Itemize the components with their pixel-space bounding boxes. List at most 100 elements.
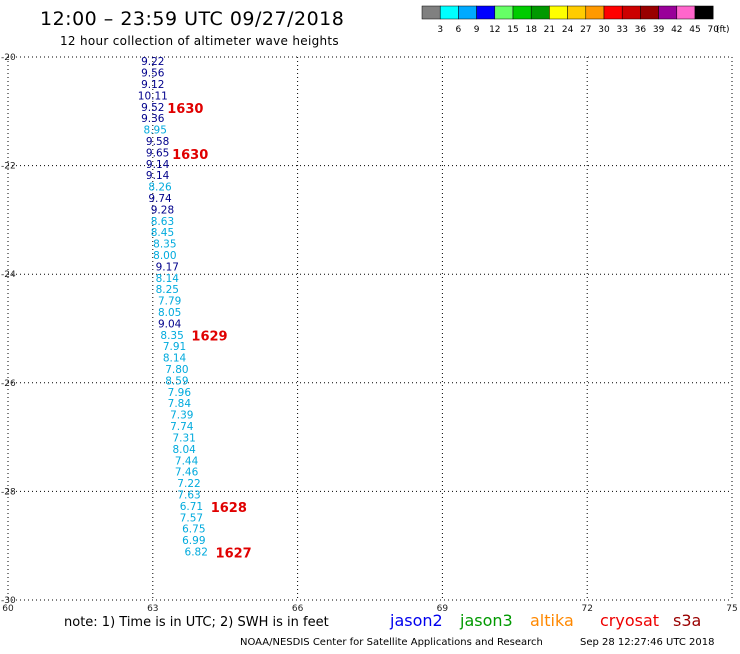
wave-height-point: 9.74 [148, 193, 172, 205]
wave-height-point: 9.04 [158, 318, 182, 330]
colorbar-swatch [658, 5, 678, 20]
wave-height-color-legend: 3 6 9 12 15 18 21 24 27 30 33 36 39 42 45 70 [421, 5, 719, 35]
wave-height-point: 6.71 [180, 501, 203, 513]
colorbar-swatch [421, 5, 441, 20]
colorbar-label: 15 [507, 25, 518, 35]
wave-height-point: 9.12 [141, 79, 164, 91]
colorbar-swatch [458, 5, 477, 20]
wave-height-point: 8.05 [158, 307, 181, 319]
colorbar-label: 36 [635, 25, 647, 35]
colorbar-label: 12 [489, 25, 500, 35]
time-label: 1627 [216, 547, 252, 562]
wave-height-point: 7.80 [165, 364, 188, 376]
colorbar-swatch [694, 5, 714, 20]
colorbar-label: 39 [653, 25, 665, 35]
wave-height-point: 7.84 [168, 398, 192, 410]
wave-height-point: 9.36 [141, 113, 165, 125]
lat-lon-grid [7, 56, 733, 601]
wave-height-point: 8.14 [163, 353, 187, 365]
y-tick-label: -30 [1, 596, 16, 606]
wave-height-point: 8.63 [151, 216, 174, 228]
y-tick-label: -22 [1, 162, 16, 172]
satellite-altika: altika [530, 611, 574, 630]
x-tick-label: 75 [726, 604, 737, 614]
time-label: 1630 [167, 102, 203, 117]
footer-note: note: 1) Time is in UTC; 2) SWH is in fe… [64, 615, 329, 630]
time-label: 1629 [191, 329, 227, 344]
colorbar-label: 33 [616, 25, 627, 35]
wave-height-point: 8.35 [160, 330, 183, 342]
wave-height-point: 9.14 [146, 159, 170, 171]
wave-height-point: 9.52 [141, 102, 164, 114]
wave-height-point: 6.99 [182, 535, 205, 547]
time-labels: 1630 1630 1629 1628 1627 [167, 102, 251, 562]
wave-height-point: 7.31 [172, 432, 195, 444]
x-tick-label: 60 [2, 604, 14, 614]
wave-height-point: 6.75 [182, 524, 205, 536]
wave-height-point: 8.14 [156, 273, 180, 285]
wave-height-point: 8.59 [165, 375, 188, 387]
colorbar-label: 70 [707, 25, 719, 35]
wave-height-point: 7.39 [170, 410, 193, 422]
wave-height-point: 7.57 [180, 512, 203, 524]
wave-height-point: 9.22 [141, 56, 164, 68]
wave-height-point: 7.91 [163, 341, 186, 353]
chart-title: 12:00 – 23:59 UTC 09/27/2018 [40, 8, 344, 30]
chart-subtitle: 12 hour collection of altimeter wave hei… [60, 34, 339, 48]
satellite-jason2: jason2 [389, 611, 443, 630]
wave-height-point: 7.46 [175, 467, 199, 479]
colorbar-swatch [494, 5, 514, 20]
wave-height-point: 7.22 [177, 478, 200, 490]
wave-height-point: 7.74 [170, 421, 194, 433]
wave-height-point: 8.25 [156, 284, 179, 296]
colorbar-label: 3 [437, 25, 443, 35]
time-label: 1628 [211, 501, 247, 516]
wave-height-point: 9.14 [146, 170, 170, 182]
wave-height-point: 7.44 [175, 455, 199, 467]
x-tick-label: 63 [147, 604, 158, 614]
colorbar-label: 30 [598, 25, 610, 35]
credit-text: NOAA/NESDIS Center for Satellite Applica… [240, 637, 543, 648]
wave-height-point: 8.35 [153, 239, 176, 251]
wave-height-point: 8.26 [148, 182, 172, 194]
wave-height-point: 8.45 [151, 227, 174, 239]
x-tick-label: 72 [581, 604, 592, 614]
colorbar-swatch [640, 5, 659, 20]
colorbar-label: 24 [562, 25, 574, 35]
colorbar-label: 42 [671, 25, 682, 35]
wave-height-point: 9.58 [146, 136, 169, 148]
wave-height-point: 8.95 [144, 125, 167, 137]
colorbar-unit-label: (ft) [716, 25, 730, 35]
colorbar-swatch [567, 5, 587, 20]
colorbar-swatch [621, 5, 641, 20]
colorbar-swatch [476, 5, 496, 20]
colorbar-label: 9 [474, 25, 480, 35]
wave-height-point: 10.11 [138, 90, 168, 102]
wave-height-point: 9.65 [146, 147, 169, 159]
wave-height-point: 9.28 [151, 204, 174, 216]
satellite-jason3: jason3 [459, 611, 513, 630]
colorbar-label: 21 [544, 25, 555, 35]
colorbar-swatch [676, 5, 696, 20]
wave-height-point: 7.96 [168, 387, 192, 399]
colorbar-label: 45 [689, 25, 700, 35]
wave-height-point: 7.63 [177, 489, 200, 501]
colorbar-swatch [549, 5, 568, 20]
wave-height-values: 9.229.569.1210.119.529.368.959.589.659.1… [138, 56, 208, 558]
y-tick-label: -26 [1, 379, 16, 389]
wave-height-point: 8.04 [172, 444, 196, 456]
satellite-cryosat: cryosat [600, 611, 659, 630]
wave-height-point: 8.00 [153, 250, 176, 262]
colorbar-swatch [530, 5, 550, 20]
colorbar-swatch [512, 5, 532, 20]
time-label: 1630 [172, 148, 208, 163]
colorbar-swatch [585, 5, 605, 20]
timestamp-text: Sep 28 12:27:46 UTC 2018 [580, 637, 714, 648]
y-tick-label: -28 [1, 487, 16, 497]
colorbar-label: 27 [580, 25, 591, 35]
satellite-s3a: s3a [673, 611, 701, 630]
colorbar-label: 18 [525, 25, 537, 35]
wave-height-point: 9.17 [156, 261, 179, 273]
